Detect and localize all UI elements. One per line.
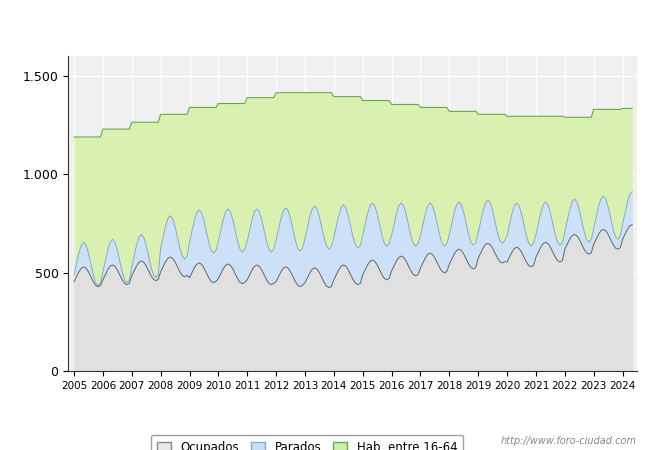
Legend: Ocupados, Parados, Hab. entre 16-64: Ocupados, Parados, Hab. entre 16-64: [151, 435, 463, 450]
Text: http://www.foro-ciudad.com: http://www.foro-ciudad.com: [501, 436, 637, 446]
Text: Bareyo - Evolucion de la poblacion en edad de Trabajar Mayo de 2024: Bareyo - Evolucion de la poblacion en ed…: [69, 16, 581, 31]
